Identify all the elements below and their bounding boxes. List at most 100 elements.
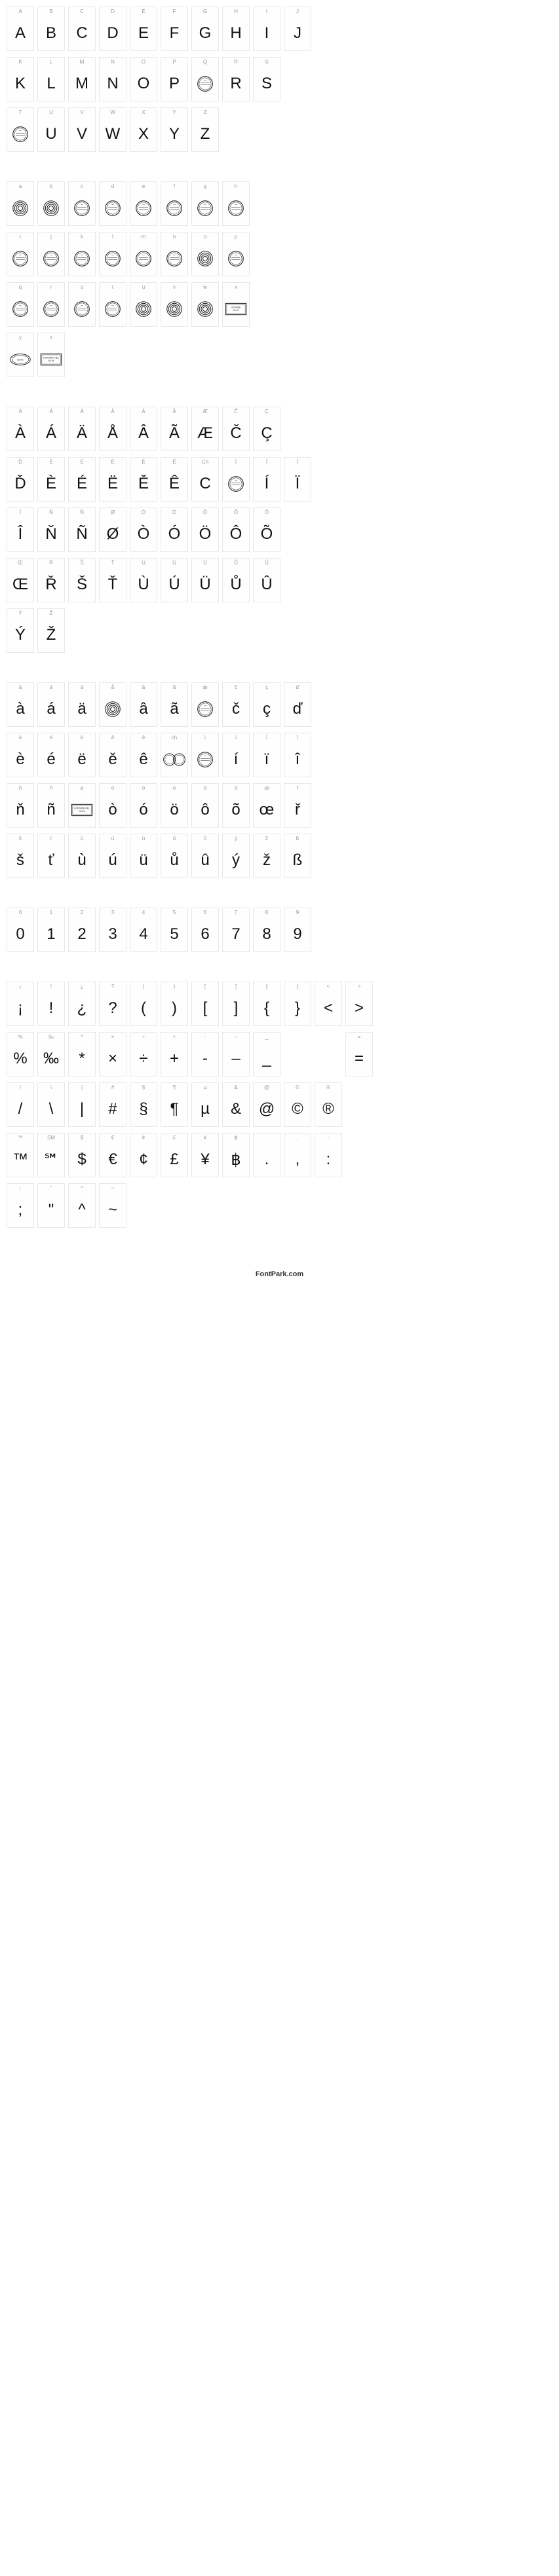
char-label: ì — [192, 733, 218, 743]
char-cell: ŘŘ — [37, 558, 65, 602]
char-glyph: @ — [254, 1092, 280, 1126]
char-glyph: Á — [38, 416, 64, 451]
char-label: ň — [7, 784, 33, 793]
char-label: ø — [69, 784, 95, 793]
char-glyph: B — [38, 16, 64, 50]
char-glyph: •••• — [69, 191, 95, 225]
char-label: ÷ — [130, 1033, 157, 1042]
svg-text:••••: •••• — [173, 204, 176, 206]
char-label: ý — [223, 834, 249, 843]
char-cell: êê — [130, 733, 157, 777]
char-glyph: ä — [69, 692, 95, 726]
char-glyph: + — [161, 1042, 187, 1076]
char-row: ÝÝŽŽ — [7, 608, 552, 656]
char-label: û — [192, 834, 218, 843]
char-label: è — [7, 733, 33, 743]
char-glyph: J — [284, 16, 311, 50]
char-glyph: K — [7, 67, 33, 101]
char-cell: ÑÑ — [68, 507, 96, 552]
char-row: i••••j••••k••••l••••m••••n••••op•••• — [7, 232, 552, 280]
char-glyph: ó — [130, 793, 157, 827]
char-cell: ÒÒ — [130, 507, 157, 552]
char-glyph: 5 — [161, 917, 187, 951]
char-glyph: & — [223, 1092, 249, 1126]
char-cell: éé — [37, 733, 65, 777]
char-glyph: •••• — [69, 242, 95, 276]
char-cell: "" — [37, 1183, 65, 1228]
char-label: Ñ — [69, 508, 95, 517]
char-cell: u — [130, 282, 157, 327]
char-label: Y — [161, 108, 187, 117]
char-cell: e•••• — [130, 181, 157, 226]
char-label: ฿ — [223, 1133, 249, 1143]
char-glyph: Ô — [223, 517, 249, 551]
char-label: V — [69, 108, 95, 117]
char-cell: l•••• — [99, 232, 126, 276]
char-cell: \\ — [37, 1082, 65, 1127]
char-label: F — [161, 7, 187, 16]
svg-text:••••: •••• — [50, 305, 52, 307]
char-cell: çç — [253, 682, 280, 727]
char-glyph: à — [7, 692, 33, 726]
char-label: m — [130, 232, 157, 242]
char-cell: FF — [161, 7, 188, 51]
group-lower-stamps: abc••••d••••e••••f••••g••••h••••i••••j••… — [7, 181, 552, 380]
char-label: t — [100, 283, 126, 292]
char-label: _ — [254, 1033, 280, 1042]
char-label: Ó — [161, 508, 187, 517]
char-glyph: Š — [69, 568, 95, 602]
svg-text:••••: •••• — [235, 255, 237, 257]
char-cell: ĎĎ — [7, 457, 34, 502]
char-cell: SS — [253, 57, 280, 101]
char-cell: h•••• — [222, 181, 250, 226]
char-label: l — [100, 232, 126, 242]
char-glyph: P — [161, 67, 187, 101]
char-cell: )) — [161, 982, 188, 1026]
char-cell: VV — [68, 107, 96, 152]
char-cell: xODENSENo 3⁄4 — [222, 282, 250, 327]
char-cell: NN — [99, 57, 126, 101]
char-label: æ — [192, 683, 218, 692]
svg-text:No 3⁄4: No 3⁄4 — [79, 810, 85, 813]
char-glyph: [ — [192, 991, 218, 1025]
char-row: abc••••d••••e••••f••••g••••h•••• — [7, 181, 552, 229]
char-label: õ — [223, 784, 249, 793]
char-cell: ÎÎ — [7, 507, 34, 552]
char-glyph: Ě — [130, 467, 157, 501]
char-cell: a — [7, 181, 34, 226]
svg-text:••••: •••• — [50, 255, 52, 257]
char-label: 8 — [254, 908, 280, 917]
char-label: Ë — [100, 458, 126, 467]
char-glyph: Y — [161, 117, 187, 151]
char-glyph: ¿ — [69, 991, 95, 1025]
char-glyph: č — [223, 692, 249, 726]
char-cell: CC — [68, 7, 96, 51]
char-cell: XX — [130, 107, 157, 152]
char-glyph: Ú — [161, 568, 187, 602]
char-glyph: Ů — [223, 568, 249, 602]
char-glyph — [161, 743, 187, 777]
char-cell: f•••• — [161, 181, 188, 226]
char-label: Ì — [223, 458, 249, 467]
char-glyph: ! — [38, 991, 64, 1025]
char-label: ( — [130, 982, 157, 991]
char-glyph: Ť — [100, 568, 126, 602]
char-label: " — [38, 1184, 64, 1193]
char-glyph: Õ — [254, 517, 280, 551]
char-cell: ฿฿ — [222, 1133, 250, 1177]
char-glyph: C — [69, 16, 95, 50]
char-label: å — [100, 683, 126, 692]
char-row: ŒŒŘŘŠŠŤŤÙÙÚÚÜÜŮŮÛÛ — [7, 558, 552, 606]
char-label: ž — [254, 834, 280, 843]
char-label: í — [223, 733, 249, 743]
char-label: G — [192, 7, 218, 16]
char-cell: ®® — [315, 1082, 342, 1127]
char-cell: ZZ — [191, 107, 219, 152]
char-cell: ™™ — [7, 1133, 34, 1177]
char-cell: c•••• — [68, 181, 96, 226]
char-cell: Ì•••• — [222, 457, 250, 502]
char-label: n — [161, 232, 187, 242]
char-label: } — [284, 982, 311, 991]
char-cell: ÇÇ — [253, 407, 280, 451]
char-cell: ,, — [284, 1133, 311, 1177]
